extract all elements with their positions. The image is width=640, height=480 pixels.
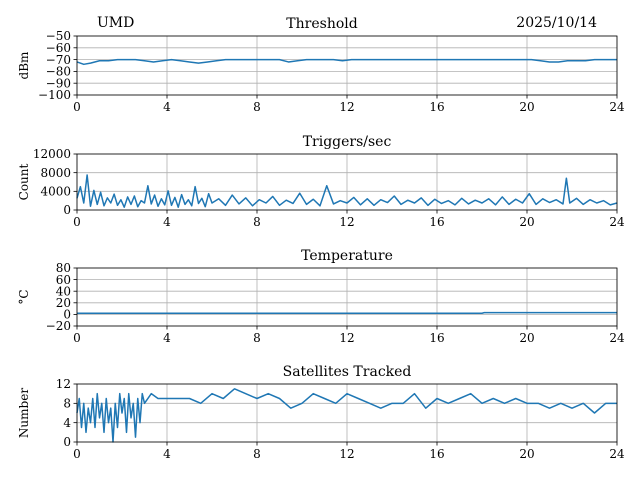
station-label: UMD: [97, 15, 134, 31]
series-line: [76, 58, 617, 66]
x-tick-label: 4: [163, 100, 171, 114]
x-tick-label: 16: [429, 100, 444, 114]
x-tick-label: 4: [163, 447, 171, 461]
y-tick-label: 8000: [40, 166, 71, 180]
y-tick-label: 0: [63, 308, 71, 322]
y-tick-label: 60: [56, 273, 71, 287]
x-tick-label: 12: [339, 100, 354, 114]
y-tick-label: −20: [46, 319, 71, 333]
x-tick-label: 20: [519, 215, 534, 229]
y-tick-label: 20: [56, 296, 71, 310]
x-tick-label: 8: [253, 215, 261, 229]
x-tick-label: 24: [609, 331, 625, 345]
y-tick-label: 8: [63, 397, 71, 411]
x-tick-label: 4: [163, 215, 171, 229]
x-tick-label: 0: [73, 215, 81, 229]
x-tick-label: 24: [609, 100, 625, 114]
y-tick-label: −60: [46, 41, 71, 55]
y-axis-label: Count: [17, 163, 31, 200]
y-tick-label: −90: [46, 76, 71, 90]
y-tick-label: −80: [46, 65, 71, 79]
panel-title: Triggers/sec: [303, 134, 392, 150]
x-tick-label: 8: [253, 447, 261, 461]
x-tick-label: 0: [73, 331, 81, 345]
x-tick-label: 16: [429, 215, 444, 229]
x-tick-label: 0: [73, 447, 81, 461]
series-line: [76, 174, 618, 208]
y-tick-label: −50: [46, 29, 71, 43]
x-tick-label: 4: [163, 331, 171, 345]
x-tick-label: 16: [429, 331, 444, 345]
date-label: 2025/10/14: [516, 15, 597, 31]
y-tick-label: 0: [63, 203, 71, 217]
y-tick-label: 0: [63, 435, 71, 449]
y-tick-label: 40: [56, 284, 71, 298]
x-tick-label: 8: [253, 100, 261, 114]
x-tick-label: 12: [339, 215, 354, 229]
panel-0: 0 4 8 12 16 20 24 −100−90−80−70−60−50 Threshold d…: [17, 16, 625, 114]
y-tick-label: 4: [63, 416, 71, 430]
x-tick-label: 12: [339, 447, 354, 461]
panel-title: Satellites Tracked: [283, 364, 412, 380]
panel-3: 0 4 8 12 16 20 24 0 4 8 12 Satellites Tracked Number: [17, 364, 625, 461]
x-tick-label: 12: [339, 331, 354, 345]
series-line: [76, 388, 617, 443]
y-tick-label: 80: [56, 261, 71, 275]
panel-title: Threshold: [286, 16, 357, 32]
panel-title: Temperature: [301, 248, 393, 264]
x-tick-label: 24: [609, 447, 625, 461]
y-axis-label: °C: [17, 289, 31, 304]
x-tick-label: 16: [429, 447, 444, 461]
y-axis-label: dBm: [17, 51, 31, 80]
x-tick-label: 20: [519, 331, 534, 345]
y-tick-label: −70: [46, 53, 71, 67]
x-tick-label: 24: [609, 215, 625, 229]
y-tick-label: 12: [56, 377, 71, 391]
series-line: [77, 311, 617, 314]
y-axis-label: Number: [17, 388, 31, 438]
y-tick-label: 4000: [40, 185, 71, 199]
x-tick-label: 20: [519, 100, 534, 114]
x-tick-label: 8: [253, 331, 261, 345]
y-tick-label: −100: [38, 88, 71, 102]
panel-1: 0 4 8 12 16 20 24 0 4000 8000 12000 Triggers/sec Cou…: [17, 134, 625, 229]
x-tick-label: 0: [73, 100, 81, 114]
x-tick-label: 20: [519, 447, 534, 461]
y-tick-label: 12000: [33, 147, 71, 161]
